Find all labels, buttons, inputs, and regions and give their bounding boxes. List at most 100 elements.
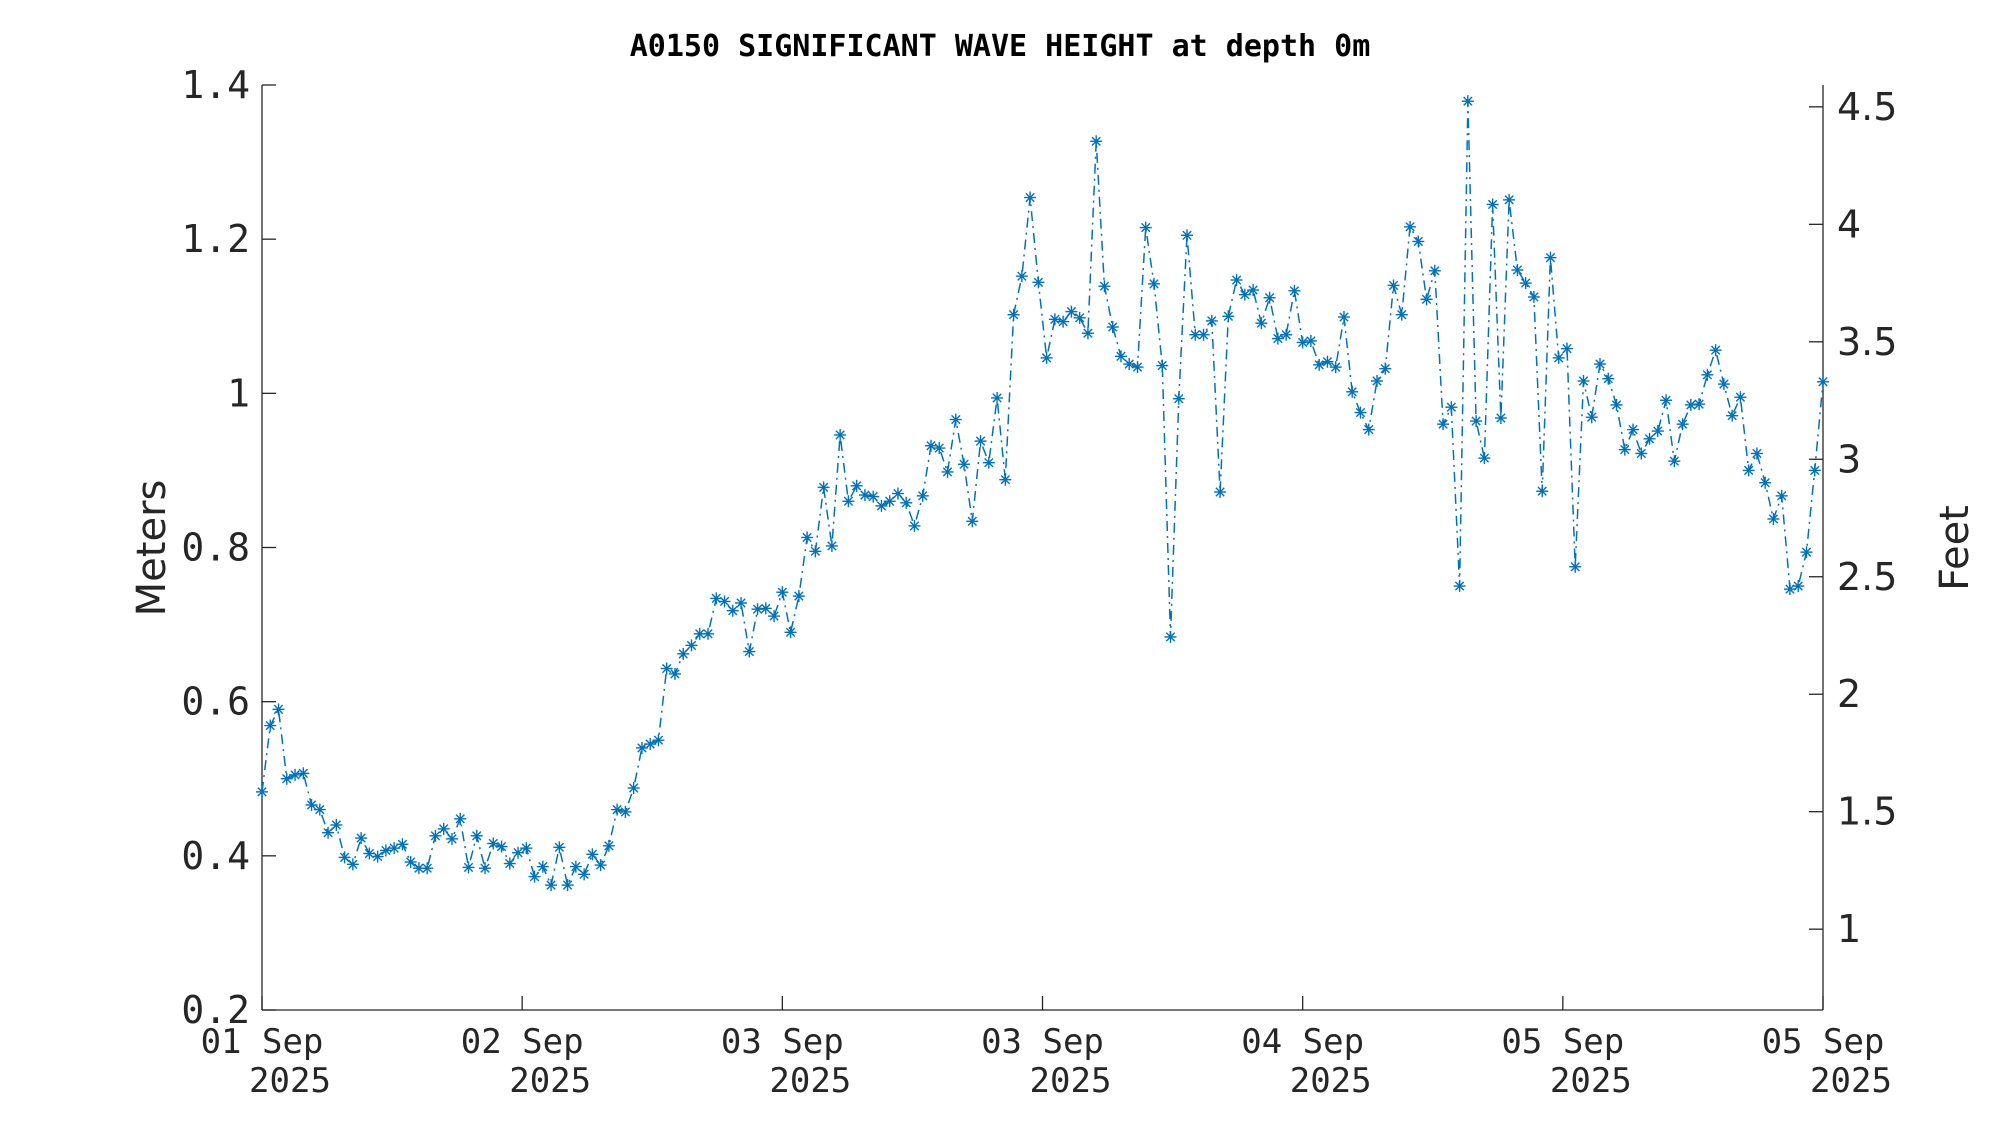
data-point	[1214, 486, 1227, 498]
right-tick-label: 4.5	[1837, 85, 1897, 129]
left-tick-label: 1	[227, 371, 250, 415]
data-point	[949, 413, 962, 426]
series-layer	[256, 95, 1829, 892]
data-point	[858, 489, 871, 502]
x-tick-label-day: 01 Sep	[201, 1022, 324, 1062]
data-point	[561, 879, 574, 892]
x-tick-label-year: 2025	[769, 1061, 851, 1101]
data-point	[1767, 512, 1780, 525]
right-tick-label: 1.5	[1837, 790, 1897, 834]
data-point	[842, 495, 855, 508]
data-point	[1470, 415, 1483, 428]
data-point	[891, 487, 904, 500]
data-point	[1114, 350, 1127, 363]
data-point	[768, 610, 781, 623]
data-point	[1065, 305, 1078, 318]
right-tick-label: 1	[1837, 907, 1861, 951]
data-point	[1742, 464, 1755, 477]
data-point	[1660, 394, 1673, 407]
data-point	[1387, 279, 1400, 292]
data-point	[619, 805, 632, 818]
data-point	[611, 803, 624, 816]
data-point	[875, 499, 888, 512]
data-point	[974, 435, 987, 448]
x-tick-label-year: 2025	[509, 1061, 591, 1101]
data-point	[1461, 95, 1474, 108]
data-point	[1304, 334, 1317, 347]
data-point	[1437, 418, 1450, 431]
data-point	[1643, 432, 1656, 445]
left-tick-label: 1.2	[181, 217, 250, 261]
data-point	[1709, 344, 1722, 357]
data-point	[801, 531, 814, 544]
plot-area	[261, 85, 1824, 1011]
data-point	[1627, 423, 1640, 436]
data-point	[1271, 332, 1284, 345]
right-tick-label: 3.5	[1837, 320, 1897, 364]
data-point	[1172, 392, 1185, 405]
data-point	[1750, 447, 1763, 460]
x-tick-label-day: 03 Sep	[981, 1022, 1104, 1062]
data-point	[743, 645, 756, 658]
data-point	[1032, 276, 1045, 289]
data-point	[1024, 191, 1037, 204]
data-point	[1371, 375, 1383, 387]
data-point	[396, 838, 409, 851]
data-point	[644, 738, 657, 751]
data-point	[1701, 368, 1714, 381]
data-point	[1230, 274, 1243, 287]
data-point	[363, 847, 376, 860]
data-point	[1560, 342, 1573, 355]
data-point	[1090, 135, 1103, 148]
data-point	[1106, 321, 1119, 334]
data-point	[594, 859, 607, 872]
data-point	[578, 868, 591, 881]
data-point	[925, 439, 937, 452]
data-point	[512, 846, 525, 859]
data-point	[1668, 455, 1681, 468]
x-tick-label-day: 05 Sep	[1501, 1022, 1624, 1062]
data-point	[1197, 328, 1210, 341]
data-point	[726, 604, 739, 617]
data-point	[702, 627, 714, 640]
data-point	[660, 662, 673, 675]
x-tick-label-year: 2025	[1030, 1061, 1112, 1101]
data-point	[668, 667, 681, 680]
data-point	[751, 603, 764, 616]
data-point	[1544, 251, 1557, 264]
data-point	[1536, 485, 1549, 498]
data-point	[1337, 311, 1350, 324]
data-point	[900, 496, 913, 509]
right-axis-title: Feet	[1932, 505, 1978, 591]
data-point	[1527, 290, 1540, 303]
left-tick-label: 1.4	[181, 63, 250, 107]
data-point	[264, 719, 277, 732]
data-point	[1602, 372, 1615, 385]
chart-title: A0150 SIGNIFICANT WAVE HEIGHT at depth 0…	[630, 29, 1371, 64]
data-point	[941, 465, 954, 478]
data-point	[958, 458, 971, 471]
data-point	[520, 842, 533, 855]
data-point	[297, 767, 310, 780]
data-point	[1395, 308, 1408, 321]
data-point	[817, 481, 830, 494]
data-point	[1379, 362, 1392, 375]
data-point	[1280, 328, 1293, 341]
data-point	[1610, 398, 1623, 411]
left-tick-label: 0.2	[181, 988, 250, 1032]
x-tick-label-day: 04 Sep	[1241, 1022, 1364, 1062]
data-point	[982, 456, 995, 469]
data-point	[759, 602, 772, 615]
data-point	[718, 595, 731, 608]
data-point	[371, 850, 384, 863]
data-point	[1040, 351, 1053, 364]
data-point	[1519, 277, 1532, 290]
x-tick-label-year: 2025	[249, 1061, 331, 1101]
data-point	[1346, 385, 1359, 398]
data-point	[355, 832, 368, 845]
data-point	[495, 840, 508, 853]
data-point	[1792, 580, 1805, 593]
data-point	[784, 626, 797, 639]
data-point	[1428, 264, 1441, 277]
